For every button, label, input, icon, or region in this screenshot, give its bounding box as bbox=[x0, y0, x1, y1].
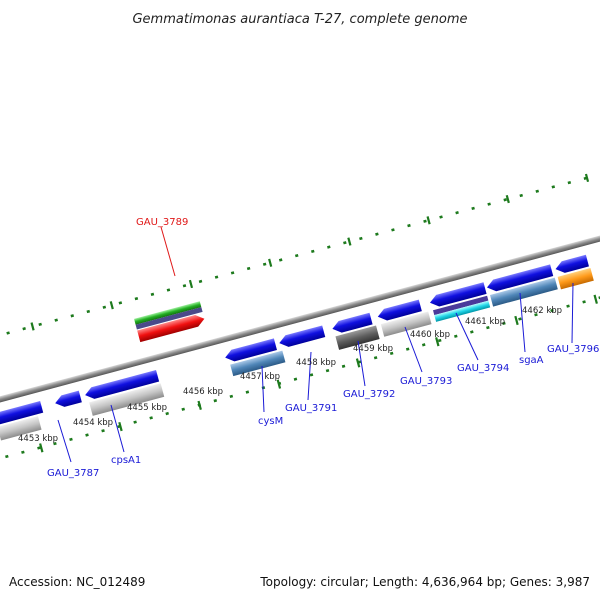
gene-label[interactable]: sgaA bbox=[519, 355, 544, 366]
cds-arrow bbox=[225, 338, 277, 362]
gene-label[interactable]: GAU_3792 bbox=[343, 389, 395, 400]
ruler-label: 4461 kbp bbox=[465, 317, 505, 327]
label-leader-line-highlight bbox=[160, 226, 176, 277]
ruler-label: 4456 kbp bbox=[183, 387, 223, 397]
gene-label[interactable]: GAU_3791 bbox=[285, 403, 337, 414]
inner-ruler-line bbox=[5, 290, 600, 459]
gene-label[interactable]: GAU_3794 bbox=[457, 363, 509, 374]
genome-backbone bbox=[0, 222, 600, 416]
cds-arrow bbox=[555, 254, 589, 273]
feature-block-gray bbox=[0, 416, 42, 441]
feature-block-dark bbox=[335, 325, 380, 350]
feature-block-gray bbox=[380, 311, 432, 337]
gene-label[interactable]: GAU_3793 bbox=[400, 376, 452, 387]
cds-arrow bbox=[85, 369, 160, 399]
gene-label[interactable]: GAU_3796 bbox=[547, 344, 599, 355]
gene-label[interactable]: GAU_3787 bbox=[47, 468, 99, 479]
cds-arrow bbox=[486, 264, 554, 292]
map-track bbox=[0, 173, 600, 459]
accession-text: Accession: NC_012489 bbox=[9, 575, 145, 589]
ruler-label: 4453 kbp bbox=[18, 434, 58, 444]
gene-feature-red bbox=[137, 314, 205, 343]
cds-arrow bbox=[55, 390, 82, 407]
ruler-label: 4462 kbp bbox=[522, 306, 562, 316]
ruler-label: 4455 kbp bbox=[127, 403, 167, 413]
ruler-label: 4454 kbp bbox=[73, 418, 113, 428]
ruler-label: 4459 kbp bbox=[353, 344, 393, 354]
map-title: Gemmatimonas aurantiaca T-27, complete g… bbox=[132, 12, 467, 27]
forward-strand-features bbox=[134, 301, 205, 343]
gene-label[interactable]: cpsA1 bbox=[111, 455, 141, 466]
gene-label[interactable]: cysM bbox=[258, 416, 283, 427]
ruler-label: 4458 kbp bbox=[296, 358, 336, 368]
feature-track bbox=[0, 268, 594, 441]
outer-ruler-line bbox=[0, 175, 594, 344]
gene-feature-green bbox=[134, 301, 202, 325]
gene-labels: GAU_3787 cpsA1 cysM GAU_3791 GAU_3792 GA… bbox=[47, 217, 599, 479]
genome-summary-text: Topology: circular; Length: 4,636,964 bp… bbox=[259, 575, 590, 589]
outer-major-ticks bbox=[30, 173, 590, 331]
cds-arrow bbox=[377, 299, 422, 321]
cds-arrow bbox=[429, 282, 487, 307]
cds-arrow bbox=[279, 325, 326, 347]
ruler-label: 4457 kbp bbox=[240, 372, 280, 382]
ruler-labels: 4453 kbp 4454 kbp 4455 kbp 4456 kbp 4457… bbox=[18, 306, 562, 444]
label-leader-lines bbox=[57, 282, 574, 463]
inner-major-ticks bbox=[39, 294, 598, 453]
feature-block-steel bbox=[230, 350, 286, 377]
cds-arrow bbox=[0, 401, 44, 426]
feature-block-orange bbox=[557, 268, 594, 290]
cds-track bbox=[0, 254, 589, 426]
feature-block-steel bbox=[489, 277, 558, 307]
gene-feature-slate bbox=[135, 307, 203, 330]
gene-label-highlight[interactable]: GAU_3789 bbox=[136, 217, 188, 228]
feature-block-gray bbox=[89, 383, 165, 416]
cds-arrow bbox=[332, 312, 373, 333]
feature-block-cyan bbox=[434, 300, 491, 322]
feature-block-indigo bbox=[433, 295, 489, 316]
ruler-label: 4460 kbp bbox=[410, 330, 450, 340]
